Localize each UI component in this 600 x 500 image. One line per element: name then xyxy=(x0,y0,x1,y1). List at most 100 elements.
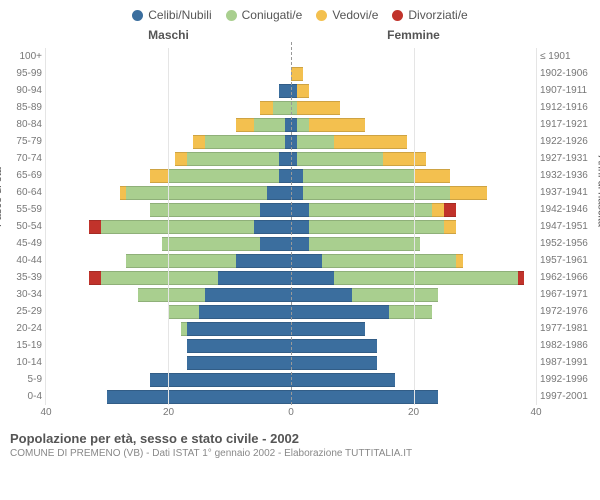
bar-row-male xyxy=(46,218,291,235)
x-axis: 40200 2040 xyxy=(0,405,600,423)
bar-segment xyxy=(187,322,291,336)
age-label: 40-44 xyxy=(6,252,42,269)
bar-segment xyxy=(260,203,291,217)
bar-segment xyxy=(291,373,395,387)
birth-label: 1902-1906 xyxy=(540,65,594,82)
bar-segment xyxy=(456,254,462,268)
legend-item: Coniugati/e xyxy=(226,8,303,22)
legend-item: Celibi/Nubili xyxy=(132,8,211,22)
birth-label: 1977-1981 xyxy=(540,320,594,337)
bar-segment xyxy=(89,220,101,234)
birth-label: 1972-1976 xyxy=(540,303,594,320)
bar-segment xyxy=(297,135,334,149)
footer: Popolazione per età, sesso e stato civil… xyxy=(0,423,600,459)
bar-segment xyxy=(138,288,205,302)
bar-segment xyxy=(169,305,200,319)
age-label: 20-24 xyxy=(6,320,42,337)
bar-segment xyxy=(450,186,487,200)
bar-segment xyxy=(260,237,291,251)
legend-label: Coniugati/e xyxy=(242,8,303,22)
age-label: 70-74 xyxy=(6,150,42,167)
bar-segment xyxy=(291,288,352,302)
bar-segment xyxy=(334,135,408,149)
legend-swatch xyxy=(226,10,237,21)
bar-segment xyxy=(309,220,444,234)
bar-segment xyxy=(291,169,303,183)
bar-segment xyxy=(432,203,444,217)
age-label: 75-79 xyxy=(6,133,42,150)
bar-row-male xyxy=(46,371,291,388)
bar-segment xyxy=(291,203,309,217)
birth-labels: ≤ 19011902-19061907-19111912-19161917-19… xyxy=(536,48,594,405)
bar-segment xyxy=(193,135,205,149)
plot-female xyxy=(291,48,536,405)
birth-label: 1932-1936 xyxy=(540,167,594,184)
y-axis-label-left: Fasce di età xyxy=(0,167,4,227)
birth-label: 1957-1961 xyxy=(540,252,594,269)
birth-label: 1992-1996 xyxy=(540,371,594,388)
bar-segment xyxy=(291,356,377,370)
legend-label: Divorziati/e xyxy=(408,8,467,22)
bar-segment xyxy=(297,101,340,115)
bar-segment xyxy=(291,339,377,353)
bar-segment xyxy=(279,84,291,98)
bar-segment xyxy=(254,220,291,234)
bar-segment xyxy=(150,169,168,183)
bar-row-male xyxy=(46,48,291,65)
bar-segment xyxy=(205,288,291,302)
age-label: 15-19 xyxy=(6,337,42,354)
age-label: 0-4 xyxy=(6,388,42,405)
header-male: Maschi xyxy=(46,28,291,42)
age-label: 95-99 xyxy=(6,65,42,82)
x-tick: 40 xyxy=(530,407,541,418)
birth-label: 1952-1956 xyxy=(540,235,594,252)
bar-segment xyxy=(89,271,101,285)
bar-row-male xyxy=(46,184,291,201)
bar-segment xyxy=(303,169,413,183)
pyramid-plot xyxy=(46,48,536,405)
legend: Celibi/Nubili Coniugati/e Vedovi/e Divorzia… xyxy=(0,0,600,26)
bar-segment xyxy=(309,237,419,251)
x-ticks-left: 40200 xyxy=(46,407,291,423)
age-label: 5-9 xyxy=(6,371,42,388)
legend-label: Celibi/Nubili xyxy=(148,8,211,22)
age-label: 100+ xyxy=(6,48,42,65)
bar-segment xyxy=(126,186,267,200)
footer-subtitle: COMUNE DI PREMENO (VB) - Dati ISTAT 1° g… xyxy=(10,448,590,459)
bar-segment xyxy=(107,390,291,404)
bar-segment xyxy=(383,152,426,166)
birth-label: 1982-1986 xyxy=(540,337,594,354)
bar-segment xyxy=(322,254,457,268)
age-label: 60-64 xyxy=(6,184,42,201)
bar-segment xyxy=(273,101,291,115)
bar-segment xyxy=(291,254,322,268)
bar-segment xyxy=(279,152,291,166)
birth-label: ≤ 1901 xyxy=(540,48,594,65)
bar-row-male xyxy=(46,337,291,354)
birth-label: 1987-1991 xyxy=(540,354,594,371)
age-label: 85-89 xyxy=(6,99,42,116)
bar-segment xyxy=(236,254,291,268)
bar-segment xyxy=(414,169,451,183)
bar-segment xyxy=(291,322,365,336)
gridline xyxy=(45,48,46,405)
birth-label: 1927-1931 xyxy=(540,150,594,167)
x-ticks-right: 2040 xyxy=(291,407,536,423)
header-female: Femmine xyxy=(291,28,536,42)
bar-segment xyxy=(444,203,456,217)
plot-male xyxy=(46,48,291,405)
gridline xyxy=(414,48,415,405)
bar-segment xyxy=(218,271,292,285)
age-label: 90-94 xyxy=(6,82,42,99)
bar-segment xyxy=(352,288,438,302)
gender-headers: Maschi Femmine xyxy=(0,26,600,48)
legend-label: Vedovi/e xyxy=(332,8,378,22)
birth-label: 1917-1921 xyxy=(540,116,594,133)
birth-label: 1947-1951 xyxy=(540,218,594,235)
age-labels: 100+95-9990-9485-8980-8475-7970-7465-696… xyxy=(6,48,46,405)
age-label: 45-49 xyxy=(6,235,42,252)
bar-row-male xyxy=(46,354,291,371)
bar-segment xyxy=(169,169,279,183)
bar-segment xyxy=(297,118,309,132)
bar-segment xyxy=(150,373,291,387)
